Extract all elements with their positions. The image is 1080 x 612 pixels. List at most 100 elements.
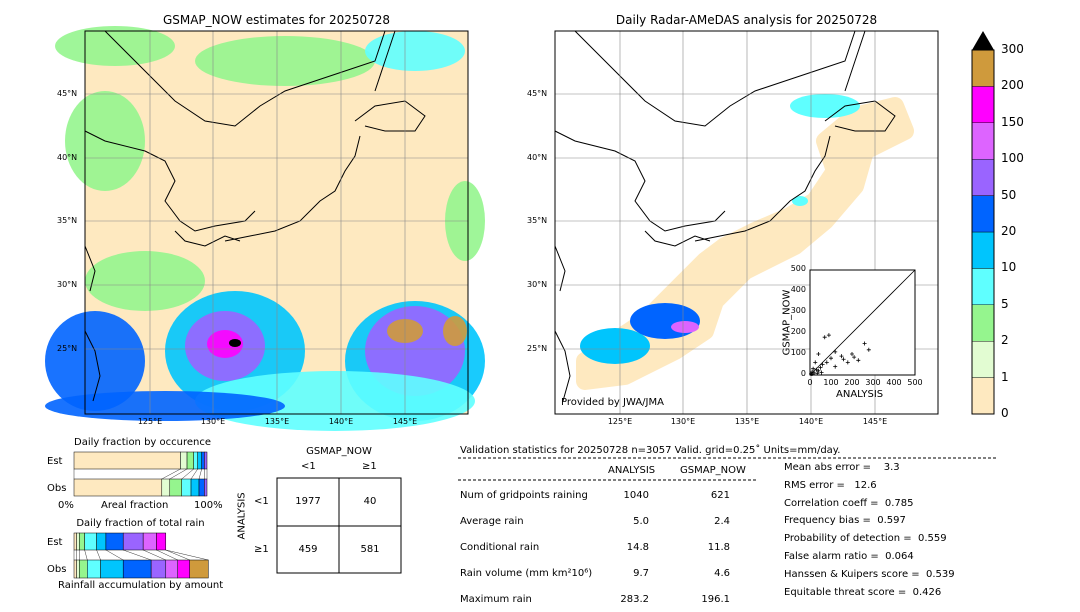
colorbar-segment bbox=[971, 304, 995, 342]
rain-obs-segment bbox=[76, 559, 80, 579]
scatter-point bbox=[839, 354, 844, 359]
rain-row-obs: Obs bbox=[47, 564, 67, 575]
rain-obs-segment bbox=[79, 559, 88, 579]
scatter-inset bbox=[809, 269, 916, 376]
rain-est-segment bbox=[122, 532, 144, 551]
stats-score: RMS error = 12.6 bbox=[784, 479, 877, 491]
colorbar-label: 10 bbox=[1001, 260, 1017, 275]
contingency-col-1: <1 bbox=[301, 461, 316, 472]
precip-area bbox=[792, 196, 808, 206]
stats-score: Equitable threat score = 0.426 bbox=[784, 586, 942, 598]
precip-area bbox=[207, 330, 243, 358]
scatter-point bbox=[833, 349, 838, 354]
occurrence-obs-segment bbox=[204, 478, 208, 497]
colorbar-segment bbox=[971, 122, 995, 160]
scatter-x-tick: 500 bbox=[907, 378, 923, 387]
scatter-point bbox=[845, 360, 850, 365]
scatter-x-tick: 400 bbox=[886, 378, 902, 387]
occurrence-obs-segment bbox=[181, 478, 192, 497]
occurrence-row-est: Est bbox=[47, 456, 63, 467]
precip-area bbox=[630, 303, 700, 339]
connector-line bbox=[123, 549, 152, 561]
colorbar-label: 200 bbox=[1001, 78, 1024, 93]
scatter-point bbox=[813, 360, 818, 365]
lat-tick-label: 30°N bbox=[57, 280, 78, 289]
precip-area bbox=[671, 321, 699, 333]
map-frame bbox=[84, 30, 469, 415]
occurrence-est-segment bbox=[180, 451, 188, 470]
scatter-point bbox=[814, 367, 819, 372]
lat-tick-label: 45°N bbox=[527, 89, 548, 98]
stats-analysis-value: 1040 bbox=[623, 490, 649, 501]
scatter-y-tick: 400 bbox=[790, 285, 806, 294]
scatter-point bbox=[820, 362, 825, 367]
rain-xlabel: Rainfall accumulation by amount bbox=[58, 580, 224, 591]
cell-hit: 581 bbox=[360, 544, 380, 555]
left-map bbox=[45, 26, 485, 431]
lat-tick-label: 35°N bbox=[527, 216, 548, 225]
scatter-xlabel: ANALYSIS bbox=[836, 389, 884, 400]
contingency-col-2: ≥1 bbox=[362, 461, 377, 472]
map-frame bbox=[554, 30, 939, 415]
lat-tick-label: 45°N bbox=[57, 89, 78, 98]
precip-area bbox=[85, 251, 205, 311]
occurrence-obs-segment bbox=[161, 478, 171, 497]
connector-line bbox=[156, 549, 178, 561]
scatter-point bbox=[812, 370, 817, 375]
scatter-point bbox=[810, 371, 815, 376]
colorbar-segment bbox=[971, 231, 995, 269]
cell-hits-none: 1977 bbox=[295, 496, 321, 507]
stats-gsmap-value: 196.1 bbox=[701, 594, 730, 605]
scatter-y-tick: 0 bbox=[800, 369, 806, 378]
colorbar-label: 2 bbox=[1001, 333, 1009, 348]
contingency-col-title: GSMAP_NOW bbox=[306, 446, 372, 457]
stats-gsmap-value: 621 bbox=[710, 490, 730, 501]
lon-tick-label: 135°E bbox=[264, 417, 290, 426]
scatter-point bbox=[862, 341, 867, 346]
scatter-x-tick: 200 bbox=[844, 378, 860, 387]
scatter-point bbox=[833, 364, 838, 369]
lat-tick-label: 25°N bbox=[57, 344, 78, 353]
connector-line bbox=[198, 468, 202, 480]
connector-line bbox=[181, 468, 194, 480]
rain-est-segment bbox=[156, 532, 167, 551]
lon-tick-label: 130°E bbox=[670, 417, 696, 426]
rain-est-segment bbox=[142, 532, 157, 551]
colorbar-label: 300 bbox=[1001, 42, 1024, 56]
rain-est-segment bbox=[79, 532, 85, 551]
rain-est-segment bbox=[105, 532, 124, 551]
stats-gsmap-value: 11.8 bbox=[707, 542, 730, 553]
occurrence-row-obs: Obs bbox=[47, 483, 67, 494]
colorbar-segment bbox=[971, 158, 995, 196]
rain-est-segment bbox=[96, 532, 107, 551]
precip-area bbox=[55, 26, 175, 66]
colorbar-label: 50 bbox=[1001, 187, 1017, 202]
colorbar-segment bbox=[971, 49, 995, 87]
occurrence-est-segment bbox=[197, 451, 202, 470]
rain-est-segment bbox=[84, 532, 97, 551]
colorbar-segment bbox=[971, 268, 995, 305]
left-map-title: GSMAP_NOW estimates for 20250728 bbox=[162, 13, 391, 27]
occurrence-x-right: 100% bbox=[194, 500, 223, 511]
colorbar-label: 150 bbox=[1001, 114, 1024, 129]
lat-tick-label: 40°N bbox=[527, 153, 548, 162]
precip-area bbox=[45, 311, 145, 411]
lon-tick-label: 145°E bbox=[862, 417, 888, 426]
lon-tick-label: 140°E bbox=[798, 417, 824, 426]
stats-analysis-value: 283.2 bbox=[620, 594, 649, 605]
lon-tick-label: 135°E bbox=[734, 417, 760, 426]
occurrence-title: Daily fraction by occurence bbox=[74, 437, 212, 448]
scatter-ylabel: GSMAP_NOW bbox=[781, 289, 793, 356]
scatter-point bbox=[841, 357, 846, 362]
occurrence-est-segment bbox=[201, 451, 205, 470]
connector-line bbox=[165, 549, 209, 561]
connector-line bbox=[143, 549, 166, 561]
cell-miss: 459 bbox=[298, 544, 318, 555]
occurrence-obs-segment bbox=[169, 478, 182, 497]
scatter-point bbox=[826, 333, 831, 338]
coastline bbox=[84, 30, 426, 402]
stats-score: Hanssen & Kuipers score = 0.539 bbox=[784, 568, 955, 580]
stats-analysis-value: 5.0 bbox=[633, 516, 649, 527]
lon-tick-label: 145°E bbox=[392, 417, 418, 426]
